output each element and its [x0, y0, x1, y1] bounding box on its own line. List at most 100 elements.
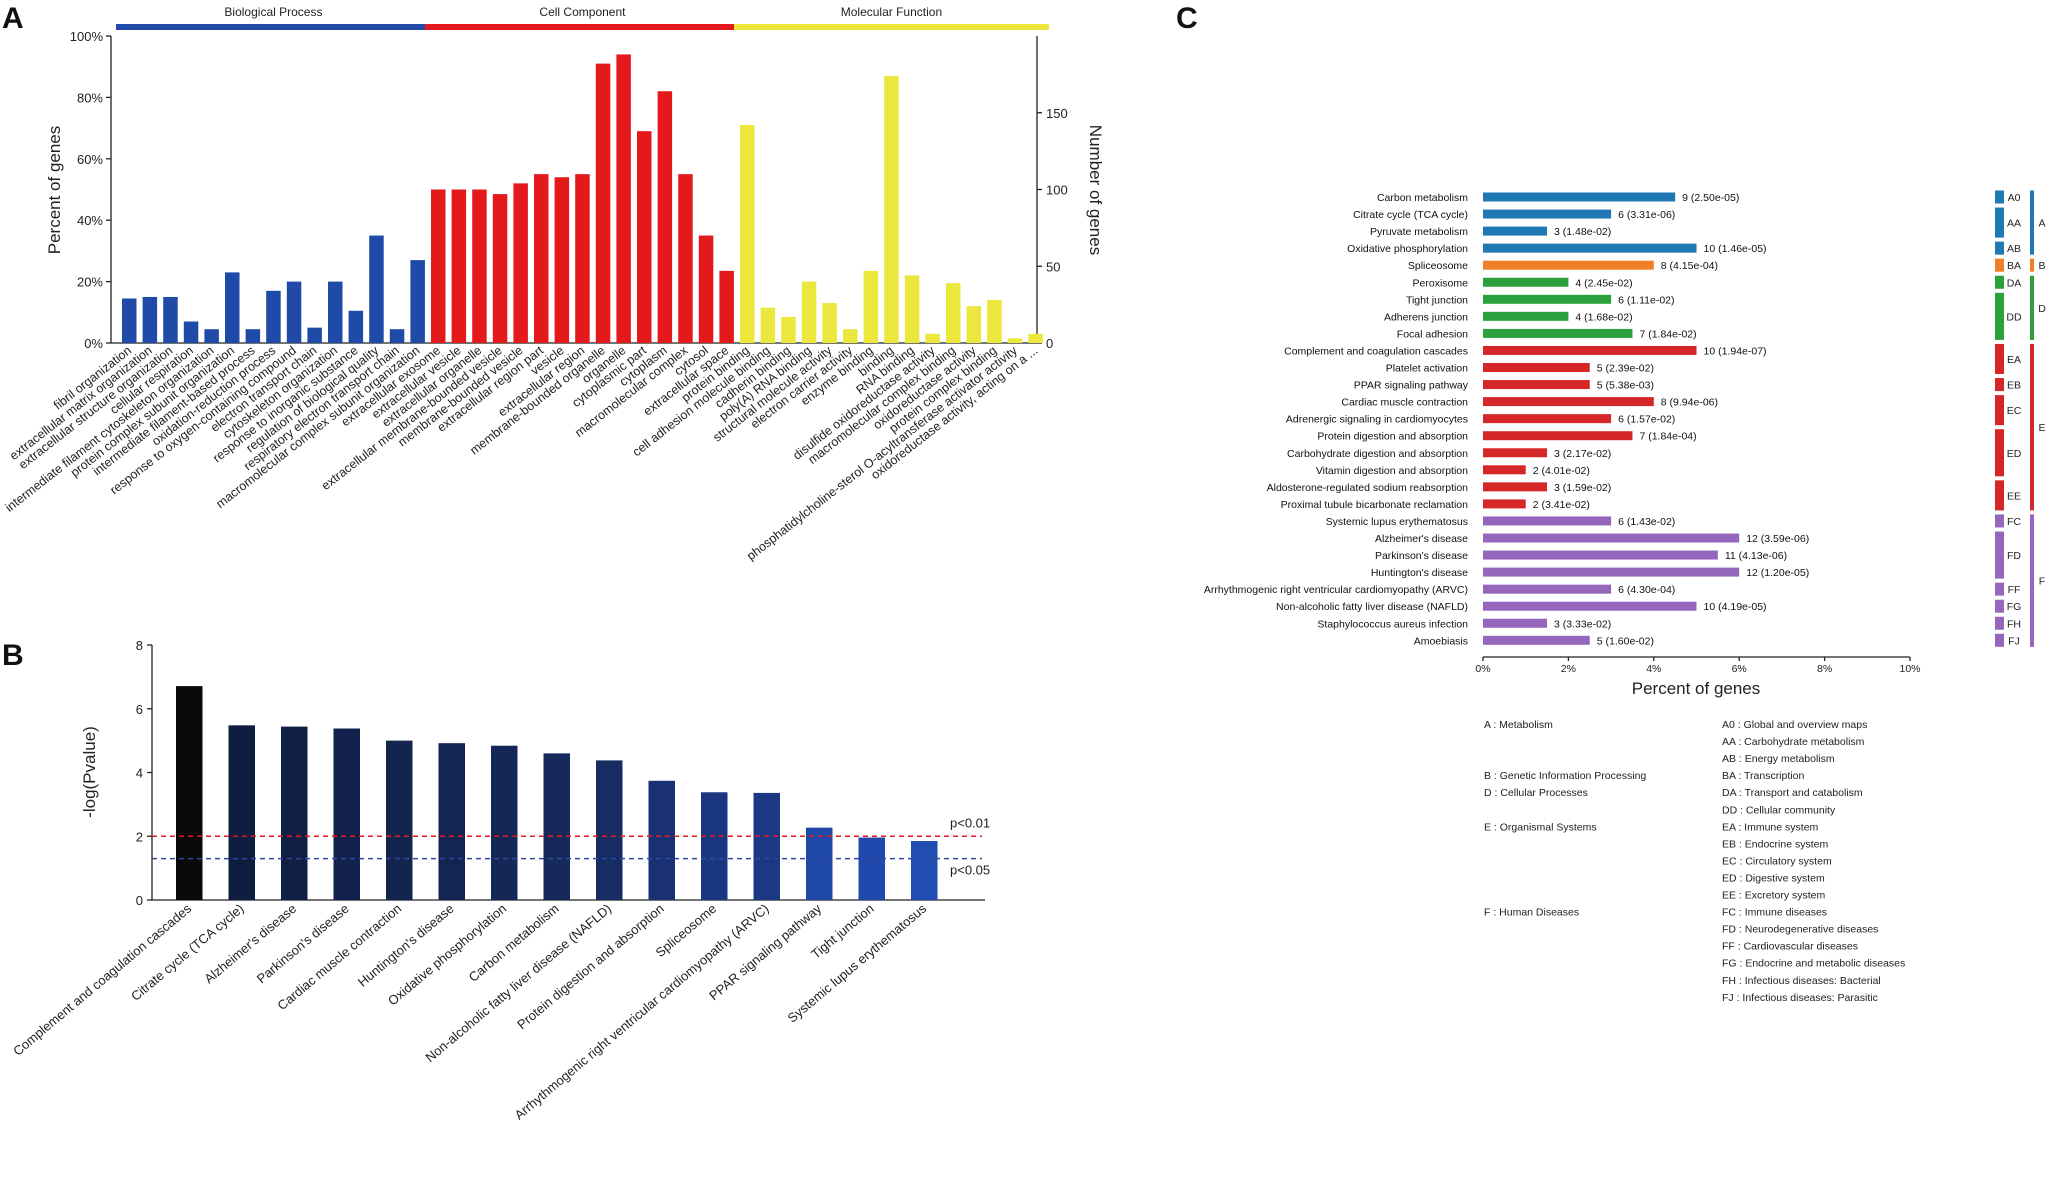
panel-a-ytick-label: 20% [77, 275, 103, 290]
panel-c-bar-annotation: 10 (1.94e-07) [1704, 345, 1767, 357]
panel-c-group-bar-b [2030, 258, 2034, 272]
panel-c-bar-annotation: 11 (4.13e-06) [1725, 550, 1787, 562]
panel-a-ylabel-right: Number of genes [1086, 125, 1105, 255]
panel-c-group-bar-e [2030, 343, 2034, 511]
panel-c-bar-adherens-junction [1483, 311, 1569, 321]
panel-c-group-bar-f [2030, 514, 2034, 647]
panel-c-row-label: Staphylococcus aureus infection [1317, 618, 1468, 630]
panel-a-bar-disulfide-oxidoreductase-activity [925, 333, 940, 343]
panel-c-legend-subcategory: FC : Immune diseases [1722, 907, 1827, 919]
panel-b-bar-parkinson-s-disease [333, 728, 360, 900]
panel-c-subgroup-bar-a0 [1995, 190, 2004, 204]
panel-a-bar-macromolecular-complex-binding [946, 283, 961, 343]
panel-b-bar-systemic-lupus-erythematosus [911, 841, 938, 900]
panel-c-subgroup-code: FG [2007, 601, 2022, 613]
panel-c-bar-annotation: 3 (1.48e-02) [1554, 226, 1611, 238]
panel-c-subgroup-code: FF [2008, 584, 2021, 596]
panel-a-bar-enzyme-binding [863, 270, 879, 343]
panel-c-xlabel: Percent of genes [1632, 679, 1761, 698]
panel-c-subgroup-bar-ab [1995, 241, 2004, 255]
panel-b-bar-cardiac-muscle-contraction [386, 740, 413, 900]
panel-a-ytick-label: 40% [77, 213, 103, 228]
panel-c-bar-spliceosome [1483, 260, 1654, 270]
panel-c-subgroup-bar-fc [1995, 514, 2004, 528]
panel-c-legend-category: D : Cellular Processes [1484, 787, 1588, 799]
panel-c-group-code: F [2039, 576, 2045, 588]
panel-c-bar-alzheimer-s-disease [1483, 533, 1740, 543]
panel-a-ytick-label: 100% [70, 29, 104, 44]
panel-c-bar-annotation: 6 (1.43e-02) [1618, 516, 1675, 528]
panel-c-subgroup-code: FJ [2008, 635, 2020, 647]
panel-c-bar-annotation: 5 (5.38e-03) [1597, 380, 1654, 392]
panel-a-ytick-right-label: 150 [1046, 106, 1068, 121]
panel-c-bar-adrenergic-signaling-in-cardiomyocytes [1483, 414, 1612, 424]
panel-a-bar-respiratory-electron-transport-chain [389, 329, 405, 343]
panel-c-bar-pyruvate-metabolism [1483, 226, 1548, 236]
panel-c-subgroup-bar-ed [1995, 429, 2004, 477]
panel-b-ylabel: -log(Pvalue) [80, 726, 99, 818]
panel-a-bar-poly-a-rna-binding [801, 281, 817, 343]
panel-c-bar-annotation: 9 (2.50e-05) [1682, 192, 1739, 204]
panel-b-xtick-label: Parkinson's disease [254, 901, 352, 987]
panel-c-legend-subcategory: FG : Endocrine and metabolic diseases [1722, 958, 1905, 970]
panel-c-xtick-label: 10% [1899, 663, 1920, 675]
panel-c-row-label: Oxidative phosphorylation [1347, 243, 1468, 255]
panel-c-legend-subcategory: FF : Cardiovascular diseases [1722, 941, 1858, 953]
panel-a-bar-oxidoreductase-activity-acting-on-a [1028, 333, 1043, 343]
panel-c-row-label: Aldosterone-regulated sodium reabsorptio… [1267, 482, 1469, 494]
panel-c-bar-aldosterone-regulated-sodium-reabsorption [1483, 482, 1548, 492]
panel-a-group-label-molecular-function: Molecular Function [841, 5, 942, 19]
panel-a-bar-extracellular-exosome [431, 189, 446, 343]
panel-c-group-bar-d [2030, 275, 2034, 340]
panel-b-bar-huntington-s-disease [438, 743, 465, 900]
panel-b-bar-arrhythmogenic-right-ventricular-cardiomyopathy-arvc [753, 792, 780, 900]
panel-c-bar-complement-and-coagulation-cascades [1483, 345, 1697, 355]
panel-a-bar-cellular-respiration [183, 321, 199, 343]
panel-c-group-code: A [2038, 218, 2045, 230]
panel-c-legend-subcategory: FH : Infectious diseases: Bacterial [1722, 975, 1881, 987]
panel-c-bar-platelet-activation [1483, 363, 1590, 372]
panel-b-bar-oxidative-phosphorylation [491, 745, 518, 900]
panel-c-subgroup-code: EB [2007, 380, 2021, 392]
panel-a-bar-cadherin-binding [781, 316, 796, 343]
panel-b-bar-complement-and-coagulation-cascades [176, 686, 203, 900]
panel-a-bar-vesicle [554, 177, 570, 343]
panel-c-subgroup-bar-ff [1995, 582, 2004, 596]
panel-c-bar-annotation: 6 (1.11e-02) [1618, 294, 1674, 306]
panel-c-row-label: Platelet activation [1386, 363, 1468, 375]
panel-b-bar-ppar-signaling-pathway [806, 827, 833, 900]
panel-c-legend-subcategory: DA : Transport and catabolism [1722, 787, 1863, 799]
panel-a-bar-macromolecular-complex-subunit-organization [410, 260, 425, 343]
panel-c-row-label: PPAR signaling pathway [1354, 380, 1469, 392]
panel-c-row-label: Proximal tubule bicarbonate reclamation [1281, 499, 1469, 511]
panel-a-bar-binding [884, 75, 899, 343]
panel-c-row-label: Huntington's disease [1371, 567, 1468, 579]
panel-a-bar-regulation-of-biological-quality [369, 235, 384, 343]
panel-c-subgroup-bar-ea [1995, 343, 2004, 374]
panel-c-bar-annotation: 4 (1.68e-02) [1575, 311, 1632, 323]
panel-b-bar-protein-digestion-and-absorption [648, 780, 675, 900]
panel-b-xtick-label: Non-alcoholic fatty liver disease (NAFLD… [422, 901, 614, 1065]
panel-c-bar-annotation: 8 (4.15e-04) [1661, 260, 1718, 272]
panel-c-legend-subcategory: A0 : Global and overview maps [1722, 719, 1867, 731]
panel-c-row-label: Tight junction [1406, 294, 1468, 306]
panel-a-bar-organelle [616, 54, 631, 344]
panel-c-bar-oxidative-phosphorylation [1483, 243, 1697, 253]
panel-a-bar-extracellular-matrix-organization [142, 296, 158, 343]
panel-c-row-label: Complement and coagulation cascades [1284, 345, 1468, 357]
panel-c-row-label: Cardiac muscle contraction [1341, 397, 1468, 409]
panel-c-bar-annotation: 5 (2.39e-02) [1597, 363, 1654, 375]
panel-b-xtick-label: Arrhythmogenic right ventricular cardiom… [511, 901, 771, 1123]
panel-c-bar-annotation: 10 (4.19e-05) [1704, 601, 1767, 613]
panel-c-bar-citrate-cycle-tca-cycle [1483, 209, 1612, 219]
panel-b-bar-citrate-cycle-tca-cycle [228, 725, 255, 900]
panel-c-bar-annotation: 7 (1.84e-04) [1639, 431, 1696, 443]
panel-c-bar-carbon-metabolism [1483, 192, 1676, 202]
panel-c-subgroup-code: AA [2007, 218, 2021, 230]
panel-a-bar-electron-carrier-activity [843, 329, 858, 343]
panel-c-xtick-label: 4% [1646, 663, 1661, 675]
panel-a: Percent of genes Number of genes 0% 20% 40… [3, 5, 1105, 563]
panel-c-group-code: D [2038, 303, 2046, 315]
panel-c-bar-arrhythmogenic-right-ventricular-cardiomyopathy-arvc [1483, 584, 1612, 594]
panel-c-bar-parkinson-s-disease [1483, 550, 1718, 560]
